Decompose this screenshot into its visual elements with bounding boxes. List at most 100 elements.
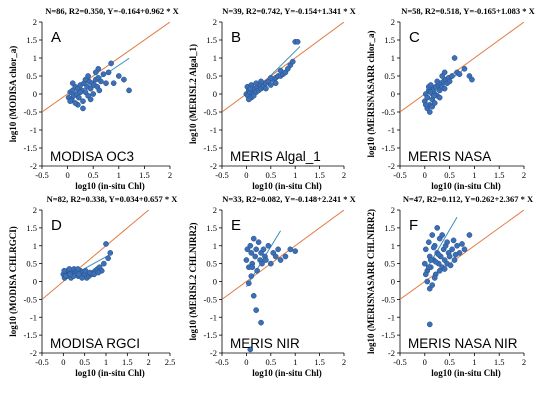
data-point	[96, 87, 103, 94]
y-tick-label: 1	[213, 53, 217, 63]
data-point	[454, 242, 460, 249]
data-point	[430, 244, 437, 251]
data-point	[441, 69, 448, 76]
data-point	[425, 264, 432, 271]
y-tick-label: -1	[30, 125, 37, 135]
data-point	[253, 307, 260, 313]
x-tick-label: 2	[522, 170, 526, 180]
data-point	[248, 250, 255, 256]
data-point	[267, 260, 274, 267]
data-point	[253, 246, 260, 253]
data-point	[108, 60, 114, 67]
chart-panel-f: -0.5 0 0.5 1 1.5 2 -2 -1.5 -1 -0.5 0 0.5 1 1.5 2 N=47, …	[366, 194, 534, 378]
data-point	[90, 91, 97, 97]
data-point	[422, 271, 429, 278]
y-tick-label: -2	[388, 161, 395, 171]
method-name: MODISA OC3	[50, 149, 134, 164]
y-tick-label: 1.5	[206, 35, 217, 45]
y-tick-label: -2	[210, 161, 217, 171]
method-name: MERIS NIR	[230, 336, 300, 351]
data-point	[67, 271, 74, 278]
data-point	[66, 266, 73, 272]
x-tick-label: -0.5	[393, 357, 406, 367]
data-point	[459, 241, 465, 247]
plot-area	[400, 210, 524, 328]
y-tick-label: -1.5	[204, 330, 217, 340]
chart-title: N=39, R2=0.742, Y=-0.154+1.341 * X	[222, 6, 356, 16]
data-point	[243, 257, 250, 263]
y-tick-label: 0.5	[206, 71, 217, 81]
data-point	[254, 267, 260, 274]
chart-title: N=33, R2=0.082, Y=-0.148+2.241 * X	[222, 194, 356, 204]
data-point	[259, 260, 265, 267]
data-point	[100, 71, 107, 78]
data-point	[247, 346, 254, 353]
y-axis-label: log10 (MERISL2 Algal_1)	[188, 44, 198, 144]
data-point	[72, 100, 79, 106]
x-tick-label: 0.5	[88, 170, 99, 180]
data-point	[427, 82, 434, 88]
data-point	[267, 82, 274, 88]
data-point	[289, 58, 296, 65]
x-tick-label: 1	[117, 170, 121, 180]
y-axis-label: log10 (MERISL2 CHLNIRR2)	[188, 222, 198, 340]
panel-letter: D	[51, 217, 62, 234]
y-tick-label: -0.5	[204, 107, 217, 117]
data-point	[422, 101, 429, 108]
x-tick-label: 2	[522, 357, 526, 367]
y-tick-label: 0.5	[26, 259, 37, 269]
x-tick-label: 1.5	[139, 170, 150, 180]
y-tick-label: -0.5	[382, 107, 395, 117]
data-point	[282, 253, 289, 260]
y-tick-label: 1.5	[26, 35, 37, 45]
data-point	[431, 275, 438, 281]
data-point	[292, 248, 299, 254]
y-axis-label: log10 (MERISNASARR CHLNIRR2)	[366, 209, 376, 354]
chart-title: N=47, R2=0.112, Y=0.262+2.367 * X	[403, 194, 534, 204]
plot-area	[222, 22, 344, 113]
data-point	[469, 76, 475, 83]
identity-line	[42, 22, 170, 113]
y-tick-label: 1	[33, 241, 37, 251]
data-point	[451, 257, 458, 263]
data-point	[436, 94, 443, 101]
data-point	[422, 246, 429, 253]
data-point	[449, 73, 455, 79]
y-tick-label: 0.5	[206, 259, 217, 269]
data-point	[436, 267, 443, 274]
data-point	[439, 232, 446, 238]
x-tick-label: 0	[423, 170, 427, 180]
identity-line	[222, 210, 344, 300]
x-tick-label: 0	[65, 170, 69, 180]
y-tick-label: 1.5	[26, 223, 37, 233]
data-point	[461, 246, 468, 253]
chart-title: N=82, R2=0.338, Y=0.034+0.657 * X	[47, 194, 179, 204]
data-point	[69, 80, 76, 87]
y-tick-label: -1.5	[24, 330, 37, 340]
data-point	[461, 65, 468, 72]
y-axis-label: log10 (MERISNASARR chlor_a)	[366, 30, 376, 157]
data-point	[76, 94, 82, 101]
data-point	[272, 80, 279, 87]
data-point	[444, 239, 450, 246]
data-point	[450, 237, 457, 244]
data-point	[110, 80, 117, 87]
data-point	[275, 246, 281, 253]
x-tick-label: 0	[244, 170, 248, 180]
data-point	[95, 269, 102, 276]
x-tick-label: 1.5	[314, 357, 325, 367]
data-point	[446, 78, 453, 85]
data-point	[430, 92, 437, 99]
y-tick-label: -1	[388, 312, 395, 322]
x-axis-label: log10 (in-situ Chl)	[252, 368, 322, 378]
data-point	[441, 85, 448, 92]
y-tick-label: -0.5	[24, 294, 37, 304]
x-tick-label: 0.5	[265, 357, 276, 367]
data-point	[87, 96, 94, 103]
chart-panel-d: -0.5 0 0.5 1 1.5 2 2.5 -2 -1.5 -1 -0.5 0 0.5 1 1.5 2 N=8…	[8, 194, 179, 378]
data-point	[277, 257, 284, 263]
y-tick-label: -2	[30, 161, 37, 171]
x-tick-label: 0	[61, 357, 65, 367]
data-point	[121, 76, 127, 83]
